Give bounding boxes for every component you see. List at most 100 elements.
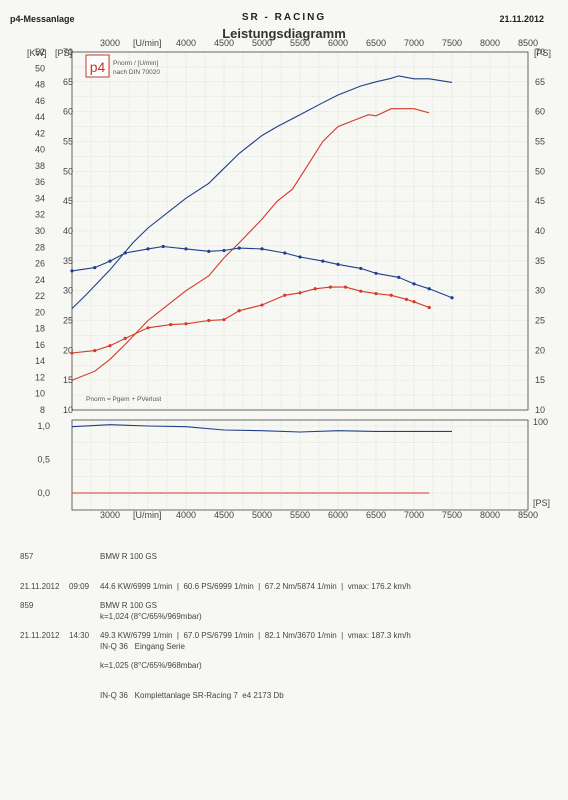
series-point-857: [313, 287, 317, 291]
rpm-tick-label-bottom: 5000: [252, 510, 272, 520]
series-point-857: [344, 285, 348, 289]
ps-tick-label: 15: [63, 375, 73, 385]
rpm-tick-label-bottom: 4000: [176, 510, 196, 520]
legend-box: p4 Pnorm / [U/min] nach DIN 70020: [85, 54, 160, 78]
kw-tick-label: 8: [40, 405, 45, 415]
rpm-tick-label-top: 4000: [176, 38, 196, 48]
rpm-tick-label-bottom: 3000: [100, 510, 120, 520]
run-time: 14:30: [69, 631, 90, 640]
series-point-857: [298, 291, 302, 295]
series-point-859: [237, 246, 241, 250]
series-point-859: [427, 287, 431, 291]
chart-frames: [71, 51, 529, 511]
run-factor: k=1,024 (8°C/65%/969mbar): [100, 612, 202, 621]
series-point-857: [412, 300, 416, 304]
ps-tick-label-right: 15: [535, 375, 545, 385]
rpm-tick-label-bottom: 6500: [366, 510, 386, 520]
ps-tick-label-right: 60: [535, 107, 545, 117]
series-point-859: [374, 271, 378, 275]
series-point-857: [237, 309, 241, 313]
kw-tick-label: 52: [35, 47, 45, 57]
ps-tick-label: 60: [63, 107, 73, 117]
kw-tick-label: 48: [35, 80, 45, 90]
series-point-859: [397, 275, 401, 279]
company-name: SR - RACING: [241, 12, 327, 23]
rpm-tick-label-bottom: 6000: [328, 510, 348, 520]
series-point-859: [283, 251, 287, 255]
run-model: BMW R 100 GS: [100, 601, 157, 610]
kw-tick-label: 24: [35, 275, 45, 285]
ps-tick-label: 50: [63, 166, 73, 176]
ps-tick-label-right: 35: [535, 256, 545, 266]
run-factor: k=1,025 (8°C/65%/968mbar): [100, 661, 202, 670]
ps-tick-label: 25: [63, 316, 73, 326]
rpm-tick-label-bottom: 5500: [290, 510, 310, 520]
series-point-857: [328, 285, 332, 289]
ps-tick-label: 45: [63, 196, 73, 206]
kw-tick-label: 30: [35, 226, 45, 236]
series-point-857: [146, 326, 150, 330]
series-point-857: [404, 297, 408, 301]
lower-tick-label: 1,0: [37, 421, 50, 431]
run-date: 21.11.2012: [20, 631, 60, 640]
ps-tick-label: 20: [63, 345, 73, 355]
kw-tick-label: 42: [35, 128, 45, 138]
legend-line1: Pnorm / [U/min]: [113, 60, 158, 67]
series-point-859: [184, 247, 188, 251]
ps-axis-label-right: [PS]: [534, 48, 551, 58]
rpm-tick-label-top: 7500: [442, 38, 462, 48]
chart-series: [70, 75, 454, 494]
rpm-tick-label-top: 6500: [366, 38, 386, 48]
legend-line2: nach DIN 70020: [113, 69, 160, 76]
series-point-859: [359, 266, 363, 271]
series-point-859: [93, 266, 97, 270]
kw-axis-label: [KW]: [27, 48, 47, 58]
kw-tick-label: 32: [35, 210, 45, 220]
series-line-857-torque_kw: [71, 286, 430, 354]
p4-logo: p4: [90, 59, 106, 75]
rpm-tick-label-top: 4500: [214, 38, 234, 48]
upper-plot-frame: [71, 51, 529, 411]
kw-tick-label: 14: [35, 356, 45, 366]
run-stats: 44.6 KW/6999 1/min | 60.6 PS/6999 1/min …: [100, 582, 411, 591]
series-point-857: [359, 289, 363, 293]
ps-tick-label-right: 10: [535, 405, 545, 415]
run-stats: 49.3 KW/6799 1/min | 67.0 PS/6799 1/min …: [100, 631, 411, 640]
run-note: IN-Q 36 Komplettanlage SR-Racing 7 e4 21…: [100, 691, 284, 700]
ps-axis-label: [PS]: [55, 48, 72, 58]
rpm-tick-label-bottom: 7500: [442, 510, 462, 520]
ps-tick-label-right: 70: [535, 47, 545, 57]
series-point-857: [123, 336, 127, 340]
rpm-tick-label-bottom: 4500: [214, 510, 234, 520]
series-point-859: [298, 255, 302, 259]
series-point-859: [207, 249, 211, 253]
kw-tick-label: 34: [35, 193, 45, 203]
kw-tick-label: 44: [35, 112, 45, 122]
run-model: BMW R 100 GS: [100, 552, 157, 561]
series-point-859: [70, 269, 74, 273]
ps-tick-label: 70: [63, 47, 73, 57]
ps-tick-label: 35: [63, 256, 73, 266]
series-point-859: [146, 247, 150, 251]
series-point-859: [336, 262, 340, 266]
ps-tick-label-right: 65: [535, 77, 545, 87]
rpm-tick-label-top: 3000: [100, 38, 120, 48]
report-date: 21.11.2012: [499, 14, 544, 24]
series-point-859: [161, 244, 165, 249]
rpm-axis-label-top: [U/min]: [133, 38, 162, 48]
rpm-tick-label-top: 5000: [252, 38, 272, 48]
chart-title: Leistungsdiagramm: [222, 26, 346, 41]
series-point-857: [169, 322, 173, 327]
series-point-859: [108, 259, 112, 263]
run-info-857: 857 BMW R 100 GS 21.11.2012 09:09 44.6 KW/6…: [20, 532, 411, 662]
lower-tick-label-right: 100: [533, 417, 548, 427]
series-point-857: [283, 293, 287, 297]
series-point-859: [450, 296, 454, 300]
series-point-857: [389, 293, 393, 297]
series-point-857: [93, 349, 97, 353]
kw-tick-label: 50: [35, 63, 45, 73]
rpm-axis-label-bottom: [U/min]: [133, 510, 162, 520]
series-point-859: [260, 247, 264, 251]
series-line-859-lambda: [71, 424, 452, 433]
series-point-857: [374, 292, 378, 296]
